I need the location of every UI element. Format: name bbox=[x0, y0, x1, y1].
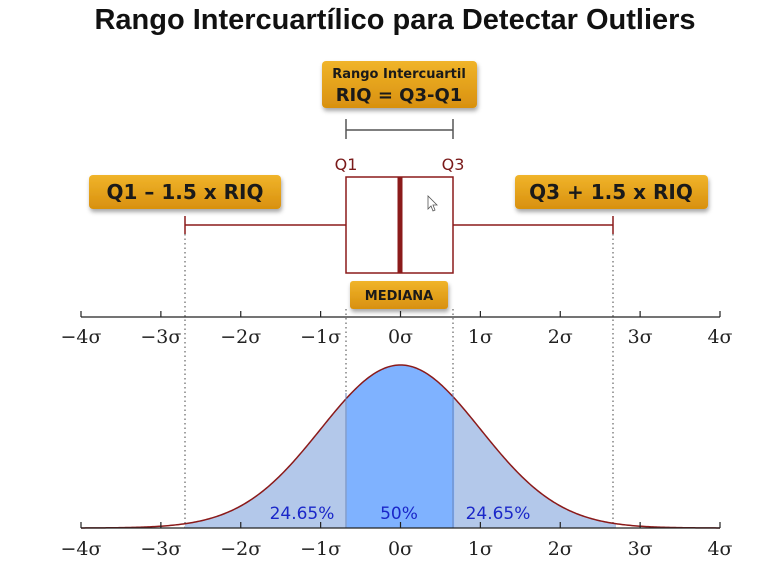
upper-axis-tick-label: −3σ bbox=[140, 326, 181, 348]
upper-axis-tick-label: 4σ bbox=[707, 326, 732, 348]
upper-fence-label: Q3 + 1.5 x RIQ bbox=[529, 180, 693, 204]
upper-axis-tick-label: −1σ bbox=[300, 326, 341, 348]
left-outer-area bbox=[184, 398, 347, 528]
left-percentage: 24.65% bbox=[270, 504, 335, 524]
right-outer-area bbox=[454, 398, 617, 528]
lower-axis-tick-label: 4σ bbox=[707, 538, 732, 560]
lower-axis-tick-label: −3σ bbox=[140, 538, 181, 560]
lower-fence-label: Q1 – 1.5 x RIQ bbox=[107, 180, 264, 204]
upper-axis-tick-label: 3σ bbox=[628, 326, 653, 348]
cursor-pointer-icon bbox=[427, 195, 438, 212]
riq-bracket bbox=[345, 119, 454, 139]
lower-axis-tick-label: 0σ bbox=[388, 538, 413, 560]
median-label-box: MEDIANA bbox=[350, 281, 448, 309]
lower-axis-tick-label: −4σ bbox=[61, 538, 102, 560]
riq-label-line1: Rango Intercuartil bbox=[332, 67, 466, 82]
q1-label: Q1 bbox=[335, 155, 358, 174]
lower-fence-label-box: Q1 – 1.5 x RIQ bbox=[89, 175, 281, 209]
right-percentage: 24.65% bbox=[466, 504, 531, 524]
boxplot bbox=[184, 176, 614, 274]
lower-axis: −4σ −3σ −2σ −1σ 0σ 1σ 2σ 3σ 4σ bbox=[61, 522, 733, 560]
upper-axis-tick-label: −4σ bbox=[61, 326, 102, 348]
upper-axis-tick-label: −2σ bbox=[220, 326, 261, 348]
riq-label-line2: RIQ = Q3-Q1 bbox=[336, 85, 463, 106]
upper-fence-label-box: Q3 + 1.5 x RIQ bbox=[515, 175, 708, 209]
upper-axis-tick-label: 1σ bbox=[468, 326, 493, 348]
lower-axis-tick-label: −2σ bbox=[220, 538, 261, 560]
q3-label: Q3 bbox=[442, 155, 465, 174]
normal-distribution bbox=[80, 364, 721, 529]
page-title: Rango Intercuartílico para Detectar Outl… bbox=[94, 4, 696, 36]
central-iqr-area bbox=[346, 365, 455, 528]
upper-axis-tick-label: 2σ bbox=[548, 326, 573, 348]
riq-label-box: Rango Intercuartil RIQ = Q3-Q1 bbox=[322, 61, 477, 108]
median-label: MEDIANA bbox=[365, 289, 433, 304]
upper-axis: −4σ −3σ −2σ −1σ 0σ 1σ 2σ 3σ 4σ bbox=[61, 311, 733, 348]
lower-axis-tick-label: 2σ bbox=[548, 538, 573, 560]
lower-axis-tick-label: 1σ bbox=[468, 538, 493, 560]
middle-percentage: 50% bbox=[380, 504, 418, 524]
upper-axis-tick-label: 0σ bbox=[388, 326, 413, 348]
normal-curve bbox=[80, 364, 721, 529]
lower-axis-tick-label: 3σ bbox=[628, 538, 653, 560]
lower-axis-tick-label: −1σ bbox=[300, 538, 341, 560]
